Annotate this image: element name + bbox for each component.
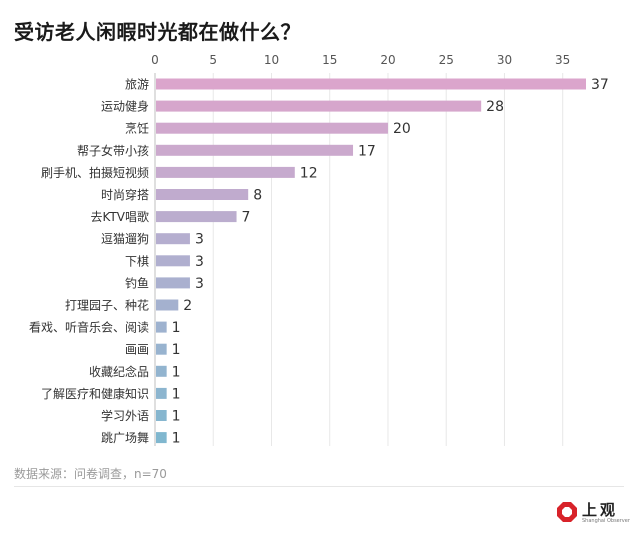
bar [156,387,167,399]
logo: 上观 Shanghai Observer [556,499,630,529]
data-label: 17 [358,143,376,159]
category-label: 画画 [125,343,149,357]
data-label: 1 [172,431,181,447]
category-label: 钓鱼 [125,276,149,290]
category-label: 收藏纪念品 [89,364,149,379]
data-label: 28 [486,99,504,115]
logo-icon [557,502,577,522]
data-label: 8 [253,188,262,204]
data-label: 37 [591,77,609,93]
data-label: 1 [172,409,181,425]
bar [156,144,354,156]
data-source: 数据来源：问卷调查，n=70 [14,467,167,481]
category-label: 打理园子、种花 [65,298,149,313]
x-tick-label: 30 [497,53,512,67]
data-label: 12 [300,165,318,181]
data-label: 7 [242,210,251,226]
bar [156,299,179,311]
category-label: 逗猫遛狗 [101,232,149,246]
category-label: 学习外语 [101,408,149,423]
logo-subtext: Shanghai Observer [582,518,630,524]
category-label: 运动健身 [101,99,149,114]
data-label: 2 [183,298,192,314]
category-label: 旅游 [125,78,149,92]
chart-title: 受访老人闲暇时光都在做什么？ [14,20,301,44]
data-label: 1 [172,320,181,336]
category-label: 时尚穿搭 [101,187,149,202]
data-label: 1 [172,386,181,402]
category-label: 了解医疗和健康知识 [41,386,149,401]
bar [156,410,167,421]
x-tick-label: 0 [151,53,159,67]
bar [156,255,190,267]
category-label: 去KTV唱歌 [91,209,149,224]
category-label: 看戏、听音乐会、阅读 [29,320,149,335]
category-label: 帮子女带小孩 [77,143,149,158]
divider [14,486,624,487]
x-tick-label: 25 [439,53,454,67]
logo-text: 上观 [582,501,619,519]
bar [156,166,295,178]
category-label: 下棋 [125,254,149,268]
x-tick-label: 35 [555,53,570,67]
x-tick-label: 10 [264,53,279,67]
category-label: 烹饪 [125,121,149,136]
data-label: 3 [195,276,204,292]
bar [156,122,388,134]
data-label: 20 [393,121,411,137]
bar [156,365,167,377]
bar [156,432,167,444]
data-label: 1 [172,364,181,380]
bar [156,277,190,289]
data-label: 3 [195,232,204,248]
bar [156,343,167,355]
x-tick-label: 20 [380,53,395,67]
bar [156,78,586,90]
bar [156,211,237,223]
bar [156,233,190,245]
x-tick-label: 5 [209,53,217,67]
data-label: 3 [195,254,204,270]
data-label: 1 [172,342,181,358]
bar [156,321,167,333]
bar [156,100,482,112]
bar [156,189,249,200]
x-tick-label: 15 [322,53,337,67]
category-label: 跳广场舞 [101,431,149,445]
category-label: 刷手机、拍摄短视频 [41,165,149,180]
